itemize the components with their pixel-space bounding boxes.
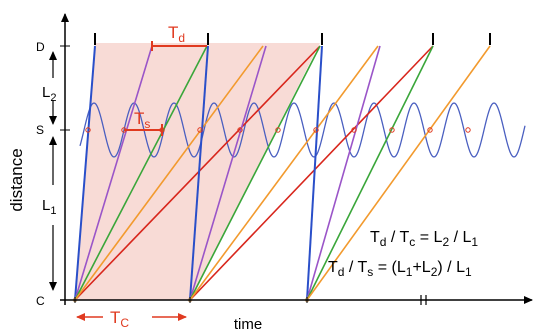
trajectory-line-red-9 [189, 45, 434, 301]
crossing-marker-9 [389, 127, 395, 133]
tick-label-d: D [36, 40, 45, 54]
trajectory-line-orange-10 [189, 45, 379, 301]
trajectory-line-orange-14 [306, 45, 491, 301]
x-axis-title: time [234, 316, 262, 333]
trajectory-line-green-3 [74, 45, 208, 301]
y-axis-title: distance [7, 148, 26, 211]
trajectory-line-purple-2 [74, 45, 153, 301]
trajectory-line-green-8 [189, 45, 321, 301]
trajectory-line-green-13 [306, 45, 434, 301]
crossing-marker-7 [313, 127, 319, 133]
trajectory-line-purple-7 [189, 45, 267, 301]
crossing-marker-11 [465, 127, 471, 133]
trajectory-lines [74, 45, 491, 301]
crossing-marker-6 [275, 127, 281, 133]
tick-label-c: C [36, 294, 45, 308]
trajectory-line-red-4 [74, 45, 321, 301]
y-axis-ticks [60, 45, 70, 131]
x-axis-ticks [74, 297, 308, 303]
crossing-marker-4 [197, 127, 203, 133]
td-label: Td [168, 23, 185, 45]
trajectory-line-blue-6 [189, 45, 209, 301]
equation-td-ts: Td / Ts = (L1+L2) / L1 [328, 259, 472, 279]
crossing-marker-5 [237, 127, 243, 133]
x-axis-break [420, 295, 427, 305]
ts-label: Ts [134, 109, 150, 131]
crossing-marker-10 [427, 127, 433, 133]
trajectory-line-blue-1 [74, 45, 96, 301]
l1-label: L1 [42, 197, 56, 217]
tc-label: TC [110, 308, 129, 330]
tick-label-s: S [36, 123, 44, 137]
trajectory-line-blue-11 [306, 45, 323, 301]
trajectory-line-orange-5 [74, 45, 264, 301]
crossing-marker-8 [351, 127, 357, 133]
d-tick-marks [94, 33, 491, 45]
trajectory-line-purple-12 [306, 45, 381, 301]
l2-label: L2 [42, 84, 56, 104]
crossing-marker-1 [85, 127, 91, 133]
equation-td-tc: Td / Tc = L2 / L1 [370, 229, 478, 249]
sine-wave [79, 102, 526, 158]
